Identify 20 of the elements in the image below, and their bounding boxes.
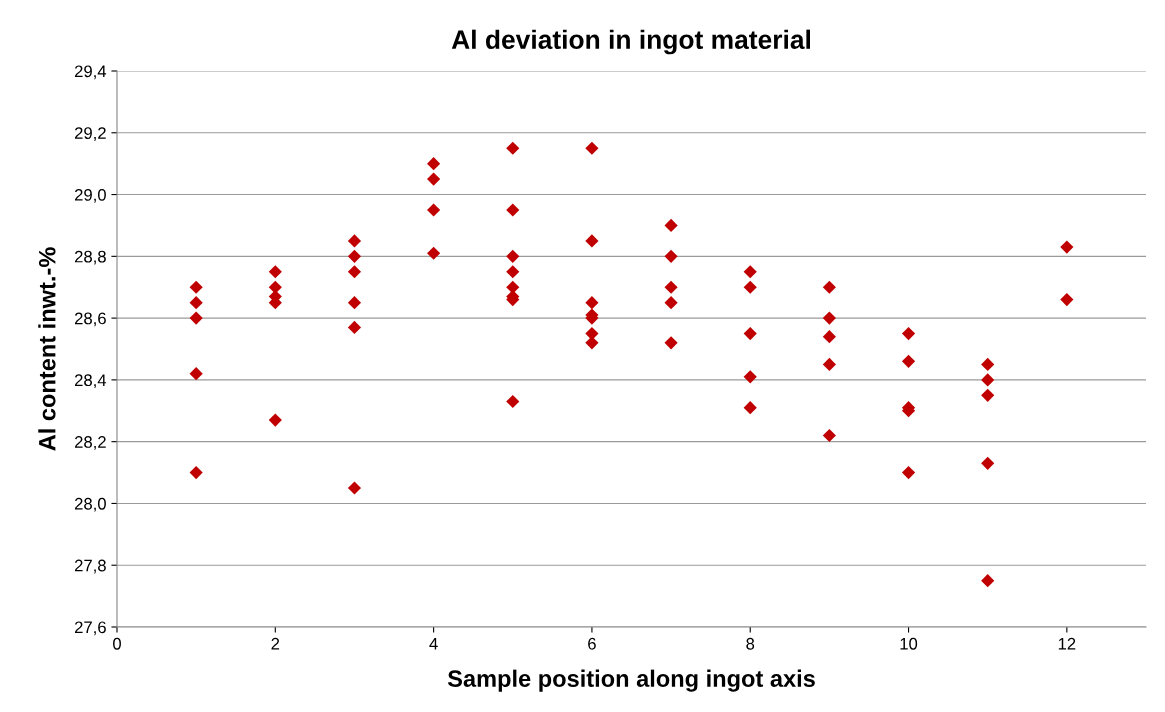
y-tick-label: 29,2 <box>74 127 106 141</box>
x-tick-label: 2 <box>271 637 280 650</box>
y-tick-label: 28,0 <box>74 497 106 512</box>
y-tick-label: 29,4 <box>74 65 107 80</box>
x-tick-label: 12 <box>1058 637 1076 650</box>
x-axis-title: Sample position along ingot axis <box>447 669 815 692</box>
x-tick-label: 4 <box>429 638 438 650</box>
x-tick-label: 10 <box>900 637 918 650</box>
y-tick-label: 27,6 <box>74 621 106 636</box>
y-tick-label: 29,0 <box>74 188 106 203</box>
y-tick-label: 28,6 <box>74 312 106 327</box>
y-tick-label: 28,4 <box>74 374 107 389</box>
x-tick-label: 6 <box>588 637 596 650</box>
y-axis-title: Al content inwt.-% <box>38 247 56 451</box>
y-tick-label: 27,8 <box>74 559 106 574</box>
chart-title: Al deviation in ingot material <box>451 29 810 55</box>
x-tick-label: 0 <box>113 637 121 650</box>
y-tick-label: 28,8 <box>74 250 106 265</box>
x-tick-label: 8 <box>746 637 755 650</box>
y-tick-label: 28,2 <box>74 436 106 450</box>
